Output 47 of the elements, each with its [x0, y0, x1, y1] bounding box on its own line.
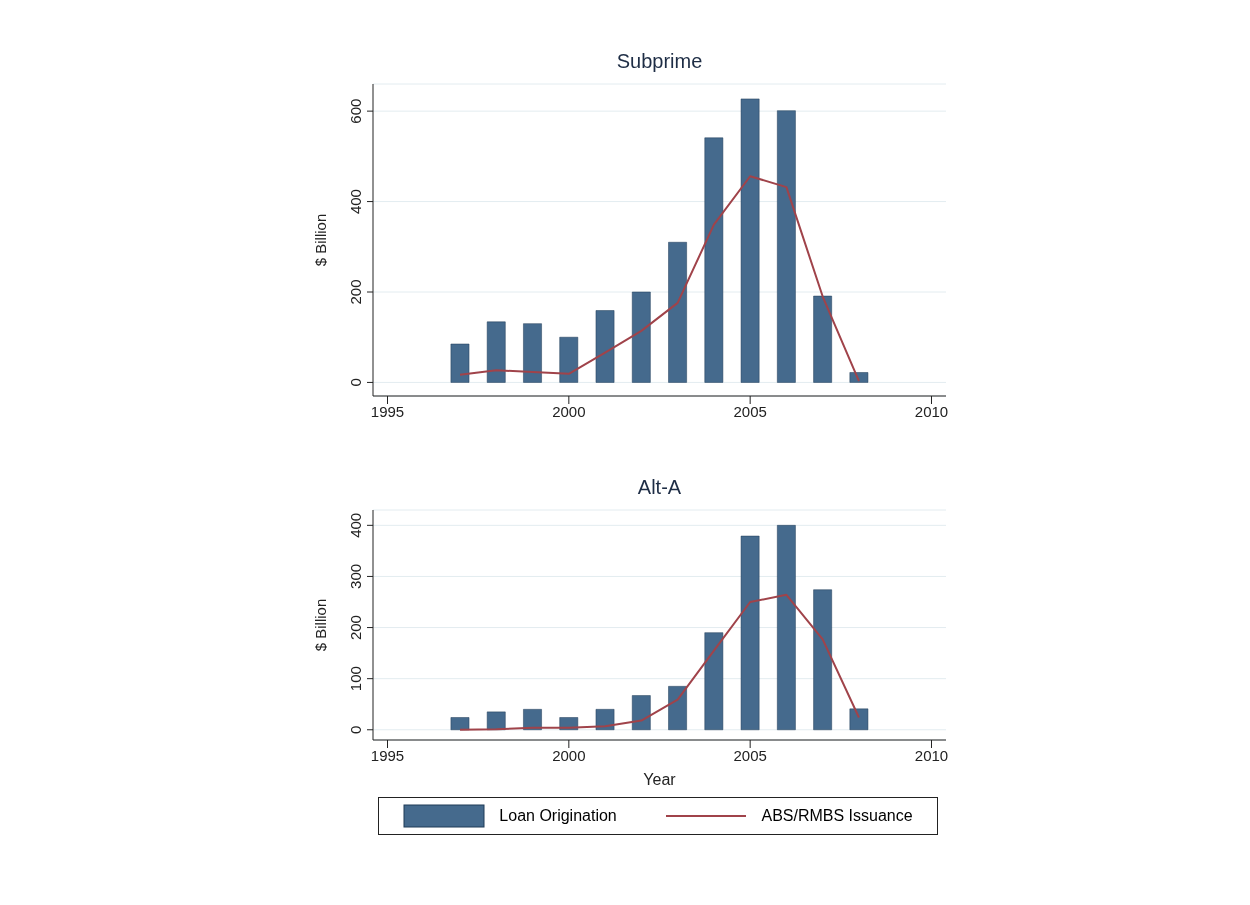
x-tick-label: 2010	[914, 402, 949, 420]
bar	[631, 695, 651, 731]
y-tick-label: 0	[347, 725, 364, 734]
bar	[450, 717, 470, 731]
bar	[777, 525, 796, 731]
y-tick-label: 600	[347, 98, 364, 124]
bar	[813, 589, 832, 731]
bar	[777, 110, 796, 383]
bar	[668, 686, 687, 731]
bar	[595, 709, 615, 731]
bar	[486, 321, 506, 383]
y-tick-label: 400	[347, 189, 364, 215]
y-tick-label: 200	[347, 279, 364, 305]
chart-title: Subprime	[615, 50, 704, 74]
line-series	[459, 175, 860, 383]
x-tick-label: 2005	[733, 402, 767, 420]
bar	[813, 295, 832, 383]
y-tick-label: 200	[347, 615, 364, 641]
bar	[450, 343, 470, 383]
bar	[704, 137, 724, 383]
x-tick-label: 1995	[370, 746, 405, 764]
bar	[559, 336, 579, 383]
y-tick-label: 0	[347, 378, 364, 387]
x-tick-label: 1995	[370, 402, 405, 420]
y-axis-title: $ Billion	[312, 213, 330, 267]
x-tick-label: 2000	[552, 402, 586, 420]
x-tick-label: 2005	[733, 746, 767, 764]
bar	[631, 291, 651, 383]
x-axis-title: Year	[643, 771, 677, 788]
y-tick-label: 400	[347, 512, 364, 538]
x-tick-label: 2010	[914, 746, 949, 764]
bar	[849, 708, 869, 731]
x-tick-label: 2000	[552, 746, 586, 764]
bar	[740, 535, 760, 731]
bar	[704, 632, 724, 731]
legend-label: ABS/RMBS Issuance	[761, 807, 913, 825]
y-axis-title: $ Billion	[312, 598, 330, 652]
bar	[668, 242, 687, 383]
legend-label: Loan Origination	[499, 807, 617, 825]
y-tick-label: 300	[347, 563, 364, 589]
bar	[523, 323, 542, 383]
bar	[595, 310, 615, 383]
line-series	[459, 593, 860, 731]
chart-title: Alt-A	[636, 476, 683, 500]
bar	[740, 98, 760, 383]
y-tick-label: 100	[347, 666, 364, 692]
bar	[523, 709, 542, 731]
